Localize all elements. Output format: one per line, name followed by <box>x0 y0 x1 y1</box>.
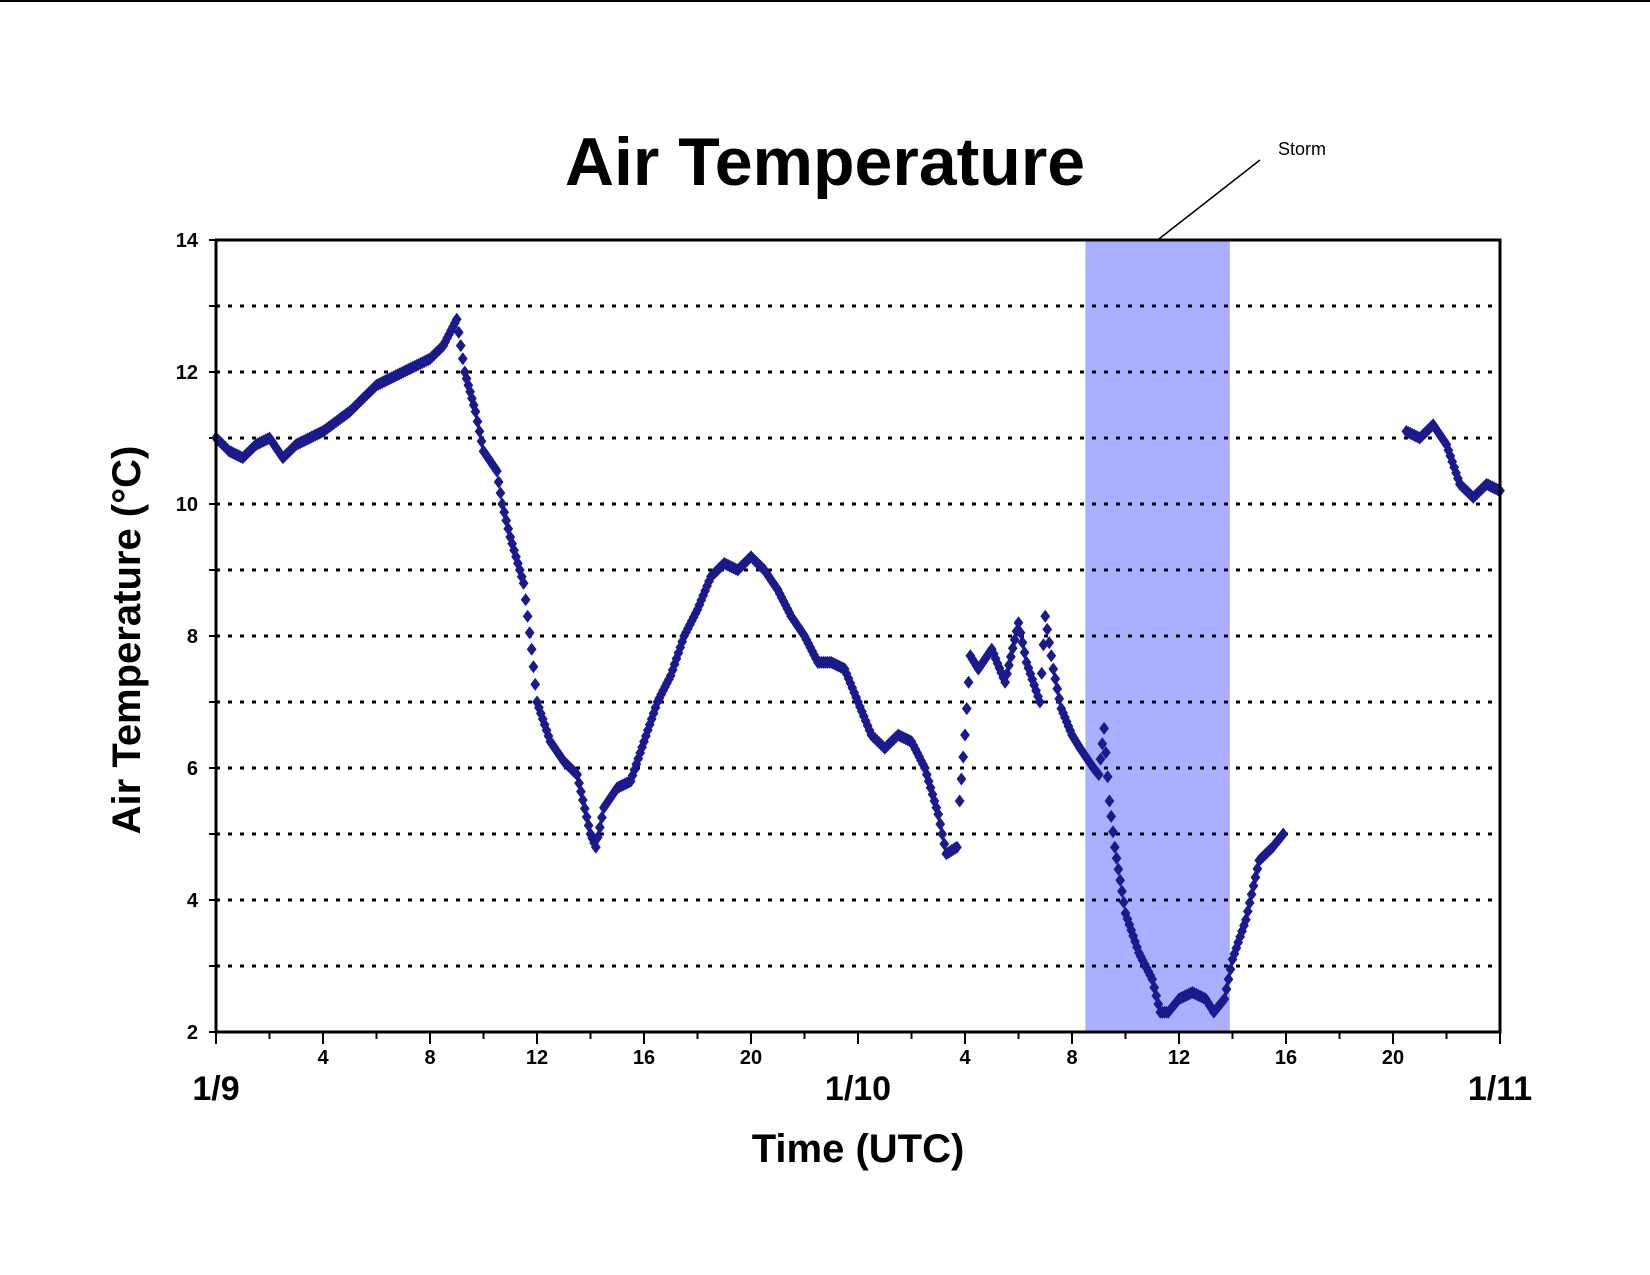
data-point <box>1111 851 1122 865</box>
data-point <box>1017 636 1028 650</box>
data-point <box>1046 649 1057 663</box>
x-tick-label: 12 <box>526 1047 548 1069</box>
data-point <box>590 840 601 854</box>
data-point <box>1044 636 1055 650</box>
data-point <box>1035 695 1045 709</box>
y-tick-label: 2 <box>187 1022 198 1044</box>
data-point <box>1099 721 1109 735</box>
data-point <box>470 405 481 419</box>
data-point <box>958 750 969 764</box>
data-point <box>526 642 537 656</box>
data-point <box>1219 992 1230 1006</box>
data-point <box>1106 809 1117 823</box>
data-point <box>952 840 962 854</box>
plot-border <box>214 238 1502 1034</box>
data-point <box>492 464 502 478</box>
data-point <box>528 660 539 674</box>
data-point <box>592 830 603 844</box>
data-point <box>1102 770 1113 784</box>
data-point <box>596 811 607 824</box>
y-tick-label: 10 <box>176 494 198 516</box>
data-point <box>1050 672 1061 686</box>
data-point <box>495 486 506 500</box>
data-point <box>530 677 541 691</box>
data-point <box>1095 752 1106 766</box>
data-point <box>518 576 529 590</box>
x-tick-label: 20 <box>740 1047 762 1069</box>
x-date-label: 1/9 <box>192 1070 239 1108</box>
data-point <box>1115 873 1126 887</box>
data-point <box>1015 626 1026 640</box>
data-point <box>493 475 504 489</box>
data-point <box>1054 692 1065 706</box>
top-rule <box>0 0 1650 2</box>
x-tick-label: 4 <box>317 1047 329 1069</box>
data-point <box>1278 827 1289 841</box>
data-point <box>935 817 946 831</box>
data-point <box>939 837 950 851</box>
data-point <box>476 434 487 448</box>
data-point <box>474 424 485 438</box>
x-tick-label: 8 <box>1066 1047 1077 1069</box>
y-tick-label: 6 <box>187 758 198 780</box>
plot-area: 2 4 6 8 10 12 14 4 8 12 16 20 4 8 12 16 20 1/9 1/10 1/11 <box>176 159 1532 1108</box>
data-series <box>211 312 1505 1019</box>
data-point <box>937 827 948 841</box>
data-point <box>1097 737 1108 751</box>
data-point <box>520 593 531 607</box>
data-point <box>1113 862 1124 876</box>
data-point <box>1040 609 1051 623</box>
data-point <box>956 772 967 786</box>
x-tick-label: 16 <box>633 1047 655 1069</box>
x-tick-label: 4 <box>959 1047 971 1069</box>
chart-title: Air Temperature <box>565 124 1085 200</box>
data-point <box>933 807 944 821</box>
data-point <box>1048 662 1059 676</box>
y-tick-label: 14 <box>176 230 199 252</box>
data-point <box>960 728 970 742</box>
data-point <box>1093 768 1104 782</box>
data-point <box>1221 982 1232 996</box>
data-point <box>963 675 974 689</box>
data-point <box>1013 616 1024 630</box>
data-point <box>453 325 464 339</box>
storm-highlight-band <box>1085 240 1230 1032</box>
data-point <box>1117 884 1127 898</box>
x-date-label: 1/11 <box>1468 1070 1532 1108</box>
data-point <box>1052 682 1063 696</box>
data-point <box>1109 840 1120 854</box>
x-tick-label: 16 <box>1275 1047 1297 1069</box>
data-point <box>455 339 466 353</box>
y-tick-label: 8 <box>187 626 198 648</box>
data-point <box>954 794 965 808</box>
storm-annotation-leader <box>1157 159 1261 241</box>
data-point <box>1104 794 1115 808</box>
data-point <box>522 609 533 623</box>
y-tick-label: 4 <box>187 890 199 912</box>
data-point <box>457 352 468 366</box>
data-point <box>503 522 514 536</box>
data-point <box>1225 962 1236 976</box>
data-point <box>1036 666 1047 680</box>
x-tick-label: 8 <box>424 1047 435 1069</box>
data-point <box>451 312 462 326</box>
y-axis-title: Air Temperature (°C) <box>105 446 149 835</box>
data-point <box>1108 825 1118 839</box>
data-point <box>524 626 535 640</box>
storm-annotation-label: Storm <box>1278 139 1326 159</box>
x-date-label: 1/10 <box>825 1070 891 1108</box>
data-point <box>1223 972 1234 986</box>
x-tick-label: 12 <box>1168 1047 1190 1069</box>
data-point <box>594 820 605 834</box>
data-point <box>472 415 483 428</box>
data-point <box>1101 746 1111 760</box>
data-point <box>1019 646 1030 659</box>
x-axis-title: Time (UTC) <box>752 1127 965 1171</box>
data-point <box>1042 622 1053 636</box>
x-tick-label: 20 <box>1382 1047 1404 1069</box>
data-point <box>961 702 972 716</box>
y-tick-label: 12 <box>176 362 198 384</box>
data-point <box>1118 895 1129 909</box>
